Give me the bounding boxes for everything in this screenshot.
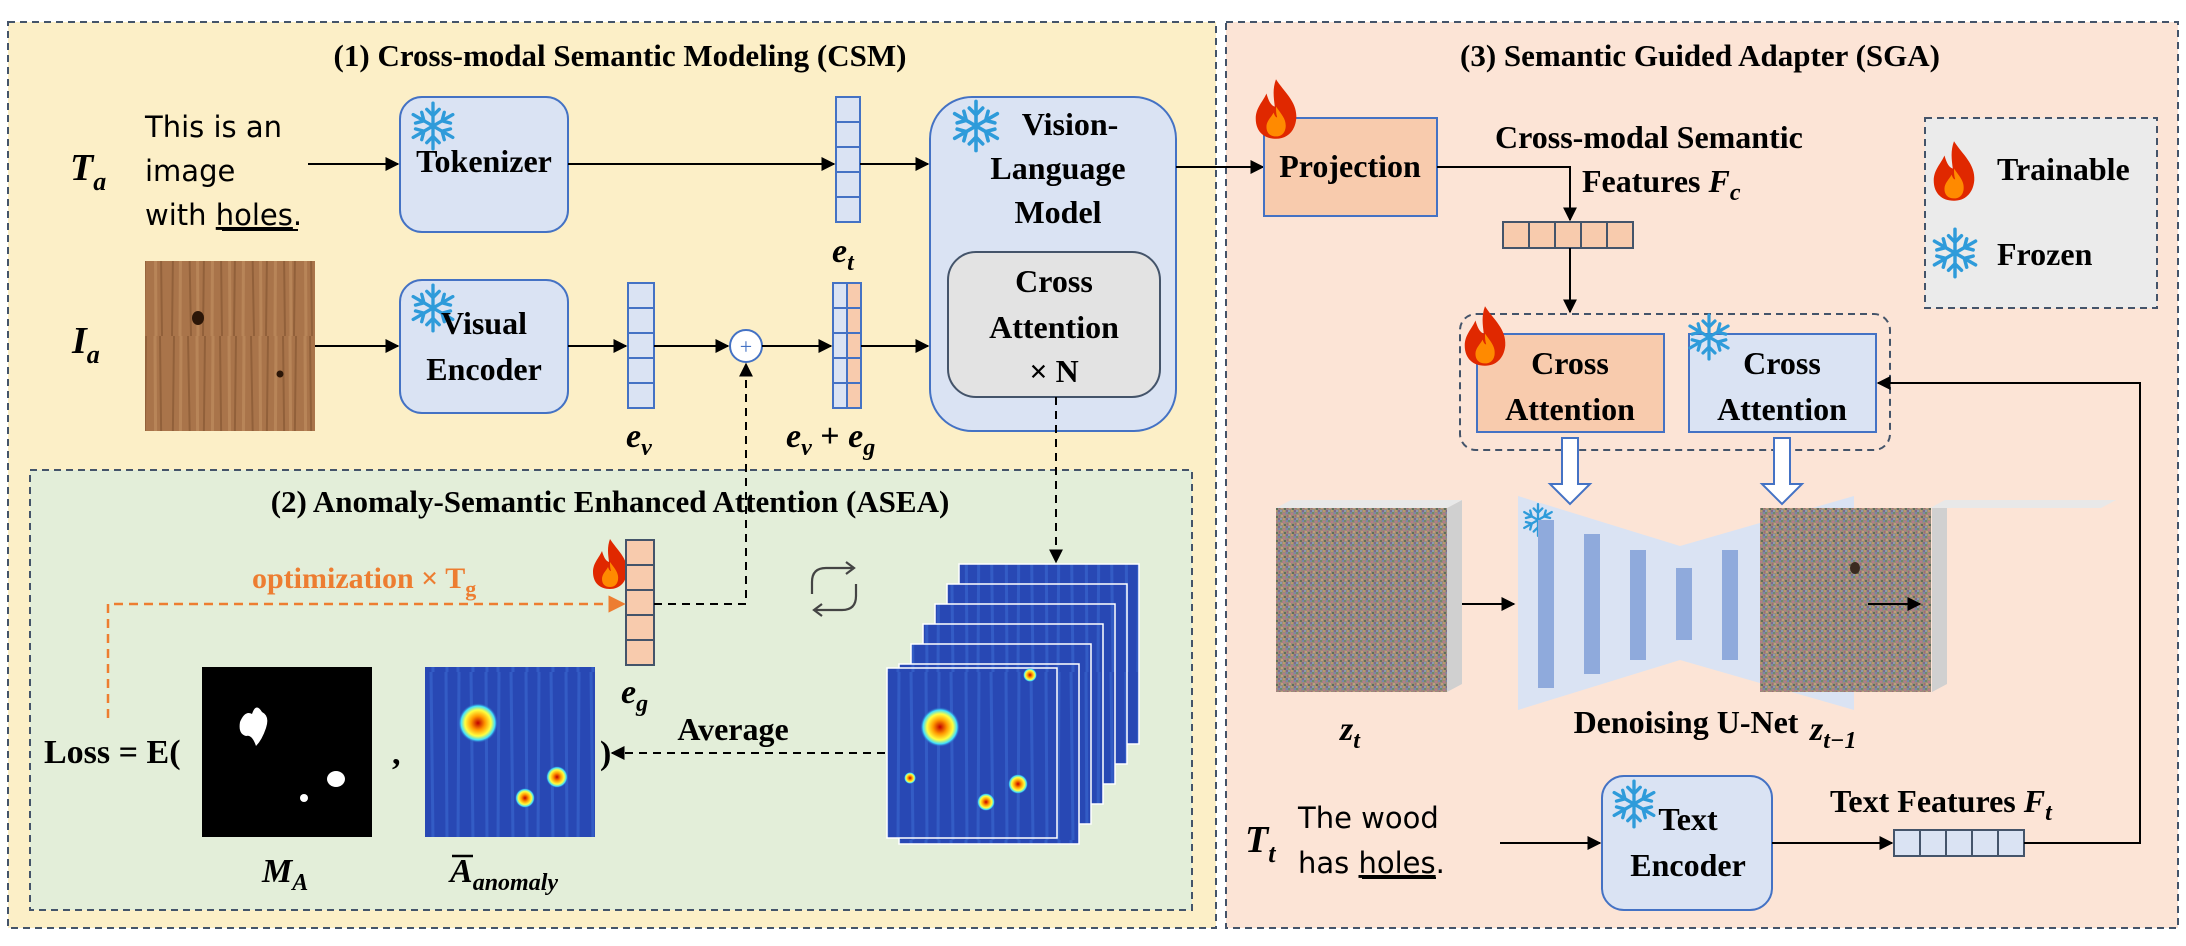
vlm-label-2: Language [990,150,1125,186]
evg-token-column [832,282,862,409]
projection-label: Projection [1279,148,1421,184]
attention-map-stack [886,563,1140,845]
zt1-label: zt−1 [1809,711,1856,754]
text-encoder-label-2: Encoder [1630,847,1746,883]
unet-label: Denoising U-Net [1574,704,1799,740]
evg-label: ev + eg [786,418,875,461]
vlm-label-1: Vision- [1022,106,1119,142]
prompt-line-1: This is an [144,110,282,144]
tt-label: Tt [1245,819,1276,868]
prompt-line-3: with holes. [145,198,302,232]
trainable-ca-label-2: Attention [1505,391,1635,427]
visual-encoder-label-1: Visual [441,305,527,341]
optimization-arrow [106,595,626,718]
ca-down-arrow-left [1547,437,1593,506]
fc-label-1: Cross-modal Semantic [1495,119,1803,155]
ia-label: Ia [71,320,100,369]
visual-encoder-label-2: Encoder [426,351,542,387]
eg-token-column [625,539,655,666]
ft-token-row [1893,829,2025,857]
eg-to-add-arrow [654,362,753,605]
trainable-ca-label-1: Cross [1531,345,1609,381]
text-encoder-label-1: Text [1658,801,1718,837]
text-encoder-block [1601,775,1773,911]
ft-to-frozen-ca-arrow [1876,376,2141,844]
zt1-latent-image [1760,500,2116,692]
mask-ma [202,667,372,837]
refresh-loop-icon [810,561,858,617]
tokenizer-label: Tokenizer [416,143,552,179]
prompt-line-2: image [145,154,235,188]
close-paren-label: ) [600,735,611,772]
legend-frozen-label: Frozen [1997,236,2093,272]
vlm-label-3: Model [1014,194,1101,230]
legend-box [1924,117,2158,309]
ma-label: MA [261,853,308,896]
frozen-ca-label-1: Cross [1743,345,1821,381]
ca-down-arrow-right [1759,437,1805,506]
fc-label-2: Features Fc [1582,163,1741,206]
asea-title: (2) Anomaly-Semantic Enhanced Attention … [271,484,950,519]
optimization-label: optimization × Tg [252,562,476,601]
fc-token-row [1502,221,1634,249]
averaged-anomaly-map [425,667,595,837]
trainable-cross-attention-block [1476,333,1665,433]
tt-prompt-line-1: The wood [1297,801,1439,835]
et-label: et [832,233,855,276]
ev-token-column [627,282,655,409]
abar-label: Aanomaly [448,853,558,896]
vlm-ca-label-1: Cross [1015,263,1093,299]
zt-label: zt [1339,711,1361,754]
ev-label: ev [626,418,652,461]
csm-title: (1) Cross-modal Semantic Modeling (CSM) [334,38,907,73]
average-label: Average [677,711,788,747]
et-token-column [835,96,861,223]
ft-label: Text Features Ft [1830,783,2053,826]
vlm-ca-label-3: × N [1029,353,1078,389]
zt-latent-image [1276,500,1462,692]
frozen-ca-label-2: Attention [1717,391,1847,427]
wood-input-image [145,261,315,431]
comma-label: , [392,735,401,772]
ta-label: Ta [70,147,106,196]
vlm-cross-attention-block [947,251,1161,398]
legend-trainable-label: Trainable [1997,151,2130,187]
visual-encoder-block [399,279,569,414]
projection-block [1263,117,1438,217]
tt-prompt-line-2: has holes. [1298,846,1445,880]
loss-label: Loss = E( [44,734,181,771]
vlm-ca-label-2: Attention [989,309,1119,345]
eg-label: eg [621,674,648,717]
csm-arrows [308,157,1265,353]
sga-title: (3) Semantic Guided Adapter (SGA) [1460,38,1940,73]
projection-to-fc-arrow [1437,166,1577,222]
add-node-glyph: + [740,334,752,359]
